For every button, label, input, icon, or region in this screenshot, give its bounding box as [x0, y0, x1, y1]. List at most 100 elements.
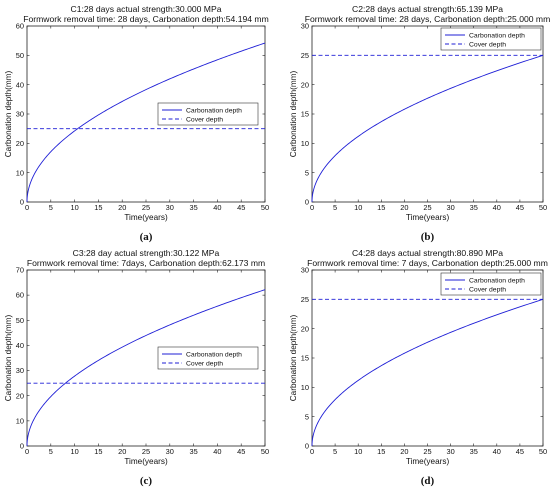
y-tick-label: 15: [301, 354, 309, 363]
y-axis-label: Carbonation depth(mm): [4, 70, 13, 157]
legend-label: Carbonation depth: [186, 107, 242, 114]
x-tick-label: 25: [142, 447, 150, 456]
legend-label: Carbonation depth: [469, 32, 525, 39]
panel-label: (b): [421, 231, 435, 243]
x-tick-label: 15: [377, 203, 385, 212]
chart-subtitle: Formwork removal time: 7days, Carbonatio…: [27, 258, 265, 268]
chart-subtitle: Formwork removal time: 28 days, Carbonat…: [23, 14, 269, 24]
carbonation-depth-line: [311, 54, 544, 203]
legend: Carbonation depth Cover depth: [157, 102, 259, 126]
x-tick-label: 45: [237, 447, 245, 456]
x-tick-label: 20: [118, 447, 126, 456]
x-tick-label: 25: [423, 447, 431, 456]
legend: Carbonation depth Cover depth: [440, 272, 542, 296]
x-tick-label: 40: [213, 447, 221, 456]
x-tick-label: 5: [49, 203, 53, 212]
legend-label: Cover depth: [469, 286, 506, 293]
plot-area: [311, 25, 544, 203]
x-tick-label: 45: [516, 203, 524, 212]
x-tick-label: 0: [310, 447, 314, 456]
x-tick-label: 50: [261, 203, 269, 212]
y-axis-label: Carbonation depth(mm): [4, 314, 13, 401]
y-tick-label: 30: [16, 110, 24, 119]
x-tick-label: 5: [333, 447, 337, 456]
x-tick-label: 50: [539, 203, 547, 212]
x-tick-label: 10: [70, 203, 78, 212]
legend-box: [440, 272, 542, 296]
y-tick-label: 10: [16, 168, 24, 177]
chart-panel-1: C1:28 days actual strength:30.000 MPaFor…: [4, 4, 269, 243]
carbonation-depth-line: [26, 42, 266, 203]
y-tick-label: 25: [301, 295, 309, 304]
chart-subtitle: Formwork removal time: 7 days, Carbonati…: [307, 258, 548, 268]
y-tick-label: 10: [16, 416, 24, 425]
y-tick-label: 0: [305, 198, 309, 207]
panel-label: (c): [140, 475, 153, 487]
y-tick-label: 15: [301, 110, 309, 119]
x-tick-label: 45: [516, 447, 524, 456]
y-tick-label: 70: [16, 266, 24, 275]
chart-title: C1:28 days actual strength:30.000 MPa: [71, 4, 222, 14]
x-tick-label: 30: [166, 203, 174, 212]
y-tick-label: 0: [20, 198, 24, 207]
x-tick-label: 50: [261, 447, 269, 456]
x-tick-label: 5: [333, 203, 337, 212]
y-tick-label: 10: [301, 383, 309, 392]
legend-label: Cover depth: [186, 116, 223, 123]
y-axis-label: Carbonation depth(mm): [289, 70, 298, 157]
chart-panel-4: C4:28 days actual strength:80.890 MPaFor…: [289, 248, 548, 487]
legend-label: Carbonation depth: [186, 351, 242, 358]
y-tick-label: 20: [301, 324, 309, 333]
y-tick-label: 10: [301, 139, 309, 148]
chart-title: C3:28 day actual strength:30.122 MPa: [73, 248, 220, 258]
y-axis-label: Carbonation depth(mm): [289, 314, 298, 401]
x-axis-label: Time(years): [124, 213, 168, 222]
x-tick-label: 25: [423, 203, 431, 212]
chart-subtitle: Formwork removal time: 28 days, Carbonat…: [305, 14, 550, 24]
legend: Carbonation depth Cover depth: [157, 346, 259, 370]
y-tick-label: 5: [305, 412, 309, 421]
y-tick-label: 0: [305, 442, 309, 451]
legend-box: [157, 102, 259, 126]
x-tick-label: 0: [25, 447, 29, 456]
x-tick-label: 0: [310, 203, 314, 212]
y-tick-label: 20: [16, 139, 24, 148]
x-tick-label: 10: [354, 203, 362, 212]
y-tick-label: 60: [16, 291, 24, 300]
legend-box: [440, 27, 542, 51]
y-tick-label: 50: [16, 316, 24, 325]
legend-label: Carbonation depth: [469, 277, 525, 284]
x-tick-label: 20: [400, 203, 408, 212]
y-tick-label: 0: [20, 442, 24, 451]
y-tick-label: 60: [16, 22, 24, 31]
legend-label: Cover depth: [186, 360, 223, 367]
x-tick-label: 30: [166, 447, 174, 456]
x-tick-label: 15: [94, 447, 102, 456]
legend: Carbonation depth Cover depth: [440, 27, 542, 51]
carbonation-depth-line: [311, 298, 544, 447]
y-tick-label: 20: [301, 80, 309, 89]
x-tick-label: 10: [354, 447, 362, 456]
y-tick-label: 25: [301, 51, 309, 60]
y-tick-label: 40: [16, 341, 24, 350]
x-tick-label: 40: [493, 447, 501, 456]
x-tick-label: 35: [189, 447, 197, 456]
x-tick-label: 35: [189, 203, 197, 212]
x-tick-label: 30: [446, 203, 454, 212]
y-tick-label: 30: [301, 22, 309, 31]
x-tick-label: 40: [493, 203, 501, 212]
x-tick-label: 15: [377, 447, 385, 456]
plot-area: [311, 269, 544, 447]
x-axis-label: Time(years): [406, 213, 450, 222]
panel-label: (d): [421, 475, 435, 487]
chart-title: C2:28 days actual strength:65.139 MPa: [352, 4, 503, 14]
legend-label: Cover depth: [469, 41, 506, 48]
x-tick-label: 0: [25, 203, 29, 212]
chart-panel-3: C3:28 day actual strength:30.122 MPaForm…: [4, 248, 269, 487]
x-tick-label: 50: [539, 447, 547, 456]
x-tick-label: 35: [470, 447, 478, 456]
x-tick-label: 45: [237, 203, 245, 212]
x-tick-label: 35: [470, 203, 478, 212]
x-tick-label: 20: [118, 203, 126, 212]
